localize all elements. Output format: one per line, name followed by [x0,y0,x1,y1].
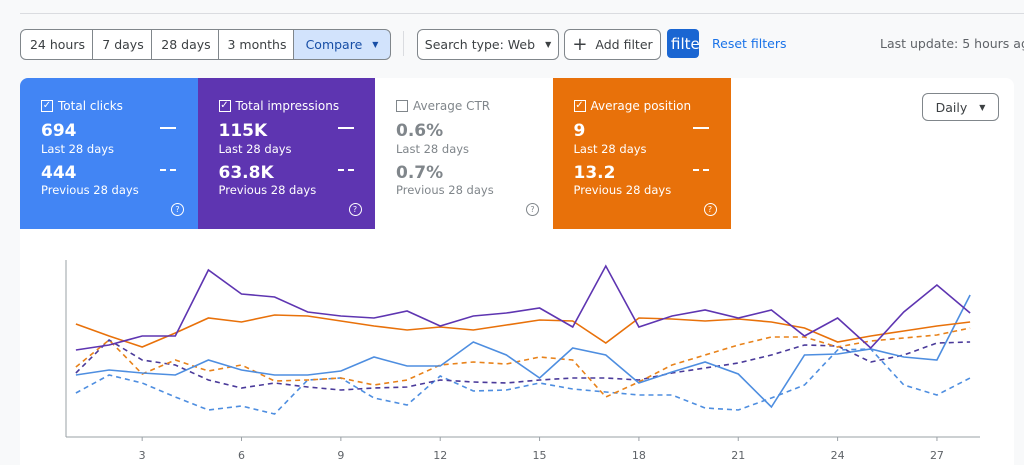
help-icon: ? [348,203,362,216]
help-icon: ? [703,203,717,216]
current-period-line [75,264,971,351]
dashed-line-icon [337,169,354,171]
metric-value: 694 [41,121,77,141]
checkbox: ✓ [218,100,231,112]
add-filter-label: Add filter [595,37,653,52]
help-icon: ? [171,203,184,216]
compare-button[interactable]: Compare ▼ [293,29,391,60]
metric-value: 115K [218,121,268,141]
metric-label-row: Average CTR [396,99,490,113]
metric-label: Average position [590,99,692,113]
x-tick-label: 27 [930,449,944,462]
add-filter-button[interactable]: + Add filter [564,29,661,60]
metric-label-row: ✓ Average position [573,99,692,113]
granularity-label: Daily [935,99,968,115]
metric-value: 0.6% [396,121,444,141]
search-type-button[interactable]: Search type: Web ▼ [417,29,559,60]
x-tick-label: 12 [433,449,447,462]
metric-previous-period: Previous 28 days [41,183,139,197]
x-tick-label: 18 [632,449,646,462]
x-tick-label: 6 [238,449,245,462]
compare-label: Compare [305,37,363,52]
x-tick-label: 9 [337,449,344,462]
last-update: Last update: 5 hours ago [880,36,1024,51]
metric-previous-value: 0.7% [396,163,444,183]
dashed-line-icon [692,169,709,171]
granularity-select[interactable]: Daily ▼ [922,93,999,121]
x-tick-label: 21 [731,449,745,462]
metric-card[interactable]: ✓ Total impressions 115K Last 28 days 63.8K P… [197,78,376,229]
help-icon: ? [526,203,539,216]
filter-icon-label: filte [671,34,699,53]
previous-period-line [75,327,971,398]
date-range-button[interactable]: 24 hours [20,29,95,60]
search-type-label: Search type: Web [424,37,536,52]
metric-previous-value: 63.8K [218,163,274,183]
filter-icon[interactable]: filte [667,29,699,58]
solid-line-icon [160,127,176,129]
reset-filters[interactable]: Reset filters [712,36,787,51]
top-rule [20,13,1024,14]
metric-period: Last 28 days [396,142,470,156]
current-period-line [75,314,971,348]
metric-previous-period: Previous 28 days [573,183,672,197]
metric-previous-period: Previous 28 days [396,183,494,197]
separator [403,31,404,56]
metric-card[interactable]: ✓ Average position 9 Last 28 days 13.2 Previo… [552,78,731,229]
metric-card[interactable]: Average CTR 0.6% Last 28 days 0.7% Previous … [375,78,553,229]
metric-value: 9 [573,121,586,141]
dashed-line-icon [160,169,176,171]
metric-previous-period: Previous 28 days [218,183,317,197]
metric-previous-value: 444 [41,163,77,183]
checkbox: ✓ [41,100,53,112]
checkbox [396,100,408,112]
metric-label-row: ✓ Total impressions [218,99,340,113]
metric-label: Average CTR [413,99,491,113]
metric-period: Last 28 days [218,142,292,156]
previous-period-line [75,338,971,391]
x-tick-label: 24 [831,449,845,462]
metric-period: Last 28 days [41,142,115,156]
metric-label: Total clicks [58,99,123,113]
date-range-button[interactable]: 7 days [92,29,154,60]
metric-period: Last 28 days [573,142,647,156]
x-tick-label: 15 [533,449,547,462]
metric-previous-value: 13.2 [573,163,616,183]
metric-label-row: ✓ Total clicks [41,99,123,113]
date-range-button[interactable]: 28 days [151,29,221,60]
x-tick-label: 3 [139,449,146,462]
solid-line-icon [337,127,354,129]
solid-line-icon [692,127,709,129]
current-period-line [75,294,971,409]
checkbox: ✓ [573,100,586,112]
metric-label: Total impressions [235,99,340,113]
metric-card[interactable]: ✓ Total clicks 694 Last 28 days 444 Previous … [20,78,198,229]
